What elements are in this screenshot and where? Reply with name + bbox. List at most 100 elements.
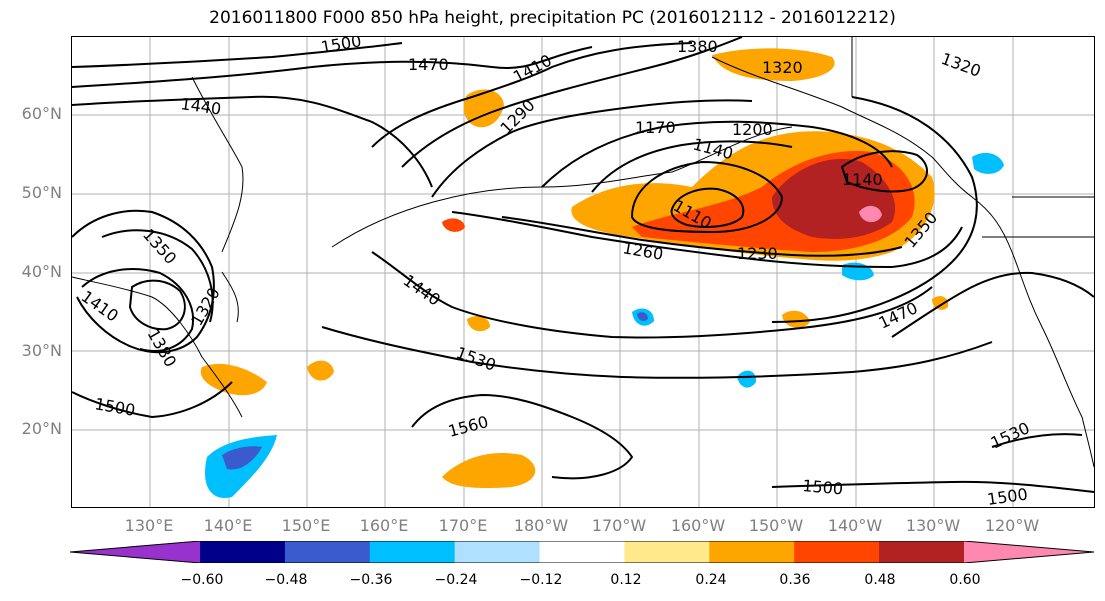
contour-1110-ring <box>670 187 745 228</box>
height-contours <box>72 37 1094 493</box>
precip-positive-dot3 <box>307 360 334 381</box>
lat-label-60: 60°N <box>21 104 62 123</box>
lon-label-160e: 160°E <box>359 516 409 535</box>
map-canvas: 1500 1470 1440 1410 1380 1320 1320 1290 … <box>72 37 1094 507</box>
contour-label: 1140 <box>691 135 735 164</box>
lon-label-130w: 130°W <box>905 516 961 535</box>
colorbar-segment <box>794 541 880 563</box>
contour-label: 1320 <box>187 284 224 329</box>
graticule <box>72 37 1094 507</box>
precip-max-gulf-alaska <box>859 205 882 223</box>
colorbar-tick: −0.48 <box>264 572 308 588</box>
lat-label-50: 50°N <box>21 183 62 202</box>
contour-1440-north <box>72 95 433 188</box>
contour-1350-east <box>771 96 978 323</box>
border-canada-us <box>851 37 1094 238</box>
contour-1350-asia <box>101 229 214 323</box>
contour-1260 <box>451 211 963 269</box>
coast-japan <box>221 271 239 323</box>
precip-positive-dot5 <box>932 296 949 310</box>
precip-shading <box>200 48 1004 498</box>
lon-label-130e: 130°E <box>124 516 174 535</box>
lon-label-170w: 170°W <box>591 516 647 535</box>
coast-alaska <box>711 56 1013 253</box>
contour-1200 <box>541 120 893 188</box>
lat-label-40: 40°N <box>21 262 62 281</box>
precip-positive-dot2 <box>467 316 490 332</box>
contour-1440-mid <box>371 251 933 339</box>
colorbar-tick: 0.12 <box>610 572 642 588</box>
colorbar-segment <box>709 541 795 563</box>
lon-label-180w: 180°W <box>513 516 569 535</box>
lon-label-150w: 150°W <box>748 516 804 535</box>
contour-label: 1320 <box>762 58 803 77</box>
contour-label: 1380 <box>677 37 718 56</box>
lon-label-170e: 170°E <box>438 516 488 535</box>
colorbar-segment <box>539 541 625 563</box>
contour-label: 1410 <box>510 51 555 87</box>
contour-label: 1500 <box>986 484 1029 507</box>
contour-label: 1500 <box>802 476 844 498</box>
precip-negative-sw-core <box>222 446 262 470</box>
colorbar-segment <box>200 541 286 563</box>
contour-1470-east <box>891 271 1094 338</box>
contour-1140-east <box>840 150 928 193</box>
map-panel: 1500 1470 1440 1410 1380 1320 1320 1290 … <box>71 36 1095 508</box>
precip-positive-midpac <box>442 453 536 488</box>
contour-1410-asia <box>81 268 195 352</box>
lon-label-140w: 140°W <box>827 516 883 535</box>
lon-label-150e: 150°E <box>281 516 331 535</box>
colorbar-tick: −0.36 <box>349 572 393 588</box>
colorbar-tick: 0.36 <box>779 572 811 588</box>
contour-label: 1500 <box>319 37 362 57</box>
precip-negative-alaska <box>972 152 1004 174</box>
precip-negative-south <box>737 370 757 388</box>
contour-1230 <box>501 216 903 257</box>
contour-low-asia-inner <box>128 279 186 331</box>
colorbar-segment <box>284 541 371 563</box>
colorbar-tick: 0.48 <box>864 572 896 588</box>
colorbar-segment <box>964 541 1094 563</box>
contour-1140-ring <box>630 160 784 234</box>
contour-label: 1560 <box>446 412 490 441</box>
precip-negative-dot6-core <box>637 312 648 322</box>
lon-label-120w: 120°W <box>984 516 1040 535</box>
colorbar-segment <box>624 541 710 563</box>
contour-label: 1200 <box>732 120 773 139</box>
colorbar-segment <box>369 541 456 563</box>
precip-positive-japan <box>200 363 267 396</box>
contour-label: 1380 <box>144 326 181 371</box>
contour-label: 1350 <box>139 225 180 268</box>
contour-label: 1530 <box>454 343 499 375</box>
contour-1530-east <box>991 433 1083 448</box>
contour-1500-north <box>72 42 403 68</box>
colorbar-tick: 0.24 <box>695 572 727 588</box>
colorbar <box>70 541 1094 563</box>
colorbar-segment <box>70 541 200 563</box>
colorbar-tick: 0.60 <box>949 572 981 588</box>
figure-title: 2016011800 F000 850 hPa height, precipit… <box>209 8 896 28</box>
colorbar-tick: −0.12 <box>519 572 563 588</box>
coastlines <box>72 37 1094 468</box>
precip-positive-dot1 <box>442 218 465 232</box>
precip-positive-dot4 <box>782 310 810 328</box>
contour-label: 1140 <box>842 170 883 189</box>
coast-na-west <box>1011 251 1094 468</box>
colorbar-tick: −0.24 <box>434 572 478 588</box>
coast-aleutians <box>331 126 793 248</box>
contour-label: 1470 <box>408 55 449 74</box>
contour-1170 <box>591 140 793 193</box>
precip-positive-n-pacific <box>463 89 504 128</box>
lat-label-30: 30°N <box>21 341 62 360</box>
contour-1410 <box>371 42 693 148</box>
precip-positive-top <box>712 48 835 81</box>
contour-1560 <box>411 393 634 480</box>
contour-label: 1500 <box>93 394 136 420</box>
coast-asia <box>72 76 244 418</box>
contour-1530 <box>321 326 993 379</box>
lon-label-140e: 140°E <box>203 516 253 535</box>
contour-1500-south <box>72 381 1094 493</box>
contour-label: 1230 <box>737 244 778 263</box>
lon-label-160w: 160°W <box>670 516 726 535</box>
colorbar-tick: −0.60 <box>180 572 224 588</box>
